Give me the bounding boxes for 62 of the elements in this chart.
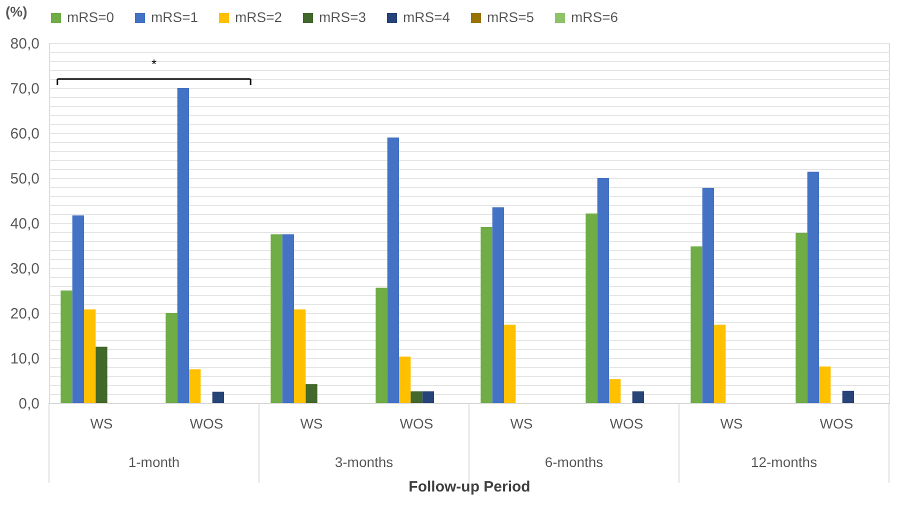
y-tick-label: 80,0 [10, 36, 40, 52]
x-tick-label: WOS [400, 416, 434, 432]
annotation: * [151, 56, 157, 72]
bar [387, 138, 399, 403]
bar [282, 234, 294, 403]
x-tick-label: WS [300, 416, 323, 432]
legend-label: mRS=1 [151, 9, 198, 25]
y-tick-label: 10,0 [10, 350, 40, 368]
y-tick-label: 30,0 [10, 260, 40, 278]
y-axis-title: (%) [6, 4, 28, 20]
legend-label: mRS=2 [235, 9, 282, 25]
bar [422, 391, 434, 403]
bar [796, 232, 808, 403]
bar [714, 324, 726, 403]
bar [270, 234, 282, 403]
bar [597, 178, 609, 403]
x-tick-label: WS [510, 416, 533, 432]
bar [306, 384, 318, 403]
bar [177, 88, 189, 403]
x-axis-title: Follow-up Period [408, 478, 530, 496]
x-tick-label: WOS [820, 416, 854, 432]
bar [480, 227, 492, 403]
bar [84, 309, 96, 403]
bar [492, 207, 504, 403]
bar [212, 392, 224, 403]
bar [609, 379, 621, 403]
x-tick-label: WS [720, 416, 743, 432]
y-tick-label: 70,0 [10, 80, 40, 98]
legend-label: mRS=0 [67, 9, 114, 25]
bar [399, 356, 411, 403]
bar [294, 309, 306, 403]
legend-label: mRS=3 [319, 9, 366, 25]
x-tick-label: WOS [190, 416, 224, 432]
bar [60, 290, 72, 403]
text: 6-months [544, 454, 604, 470]
bar [632, 391, 644, 403]
text: 1-month [128, 454, 180, 470]
bar [504, 324, 516, 403]
y-tick-label: 50,0 [10, 170, 40, 188]
x-tick-label: WOS [610, 416, 644, 432]
bar [189, 369, 201, 403]
bar [166, 313, 178, 403]
bar [96, 346, 108, 403]
bar [72, 215, 84, 403]
bar [410, 391, 422, 403]
x-tick-label: WS [90, 416, 113, 432]
y-tick-label: 0,0 [18, 396, 40, 412]
legend-label: mRS=5 [487, 9, 534, 25]
text: 3-months [334, 454, 394, 470]
legend-label: mRS=4 [403, 9, 450, 25]
text: 12-months [750, 454, 818, 470]
legend-label: mRS=6 [571, 9, 618, 25]
bar [690, 246, 702, 403]
bar [376, 288, 388, 403]
y-tick-label: 20,0 [10, 306, 40, 322]
bar [702, 188, 714, 403]
bar [807, 172, 819, 403]
bar [842, 390, 854, 403]
y-tick-label: 40,0 [10, 216, 40, 232]
bar [819, 366, 831, 403]
bar [586, 214, 598, 403]
y-tick-label: 60,0 [10, 126, 40, 142]
